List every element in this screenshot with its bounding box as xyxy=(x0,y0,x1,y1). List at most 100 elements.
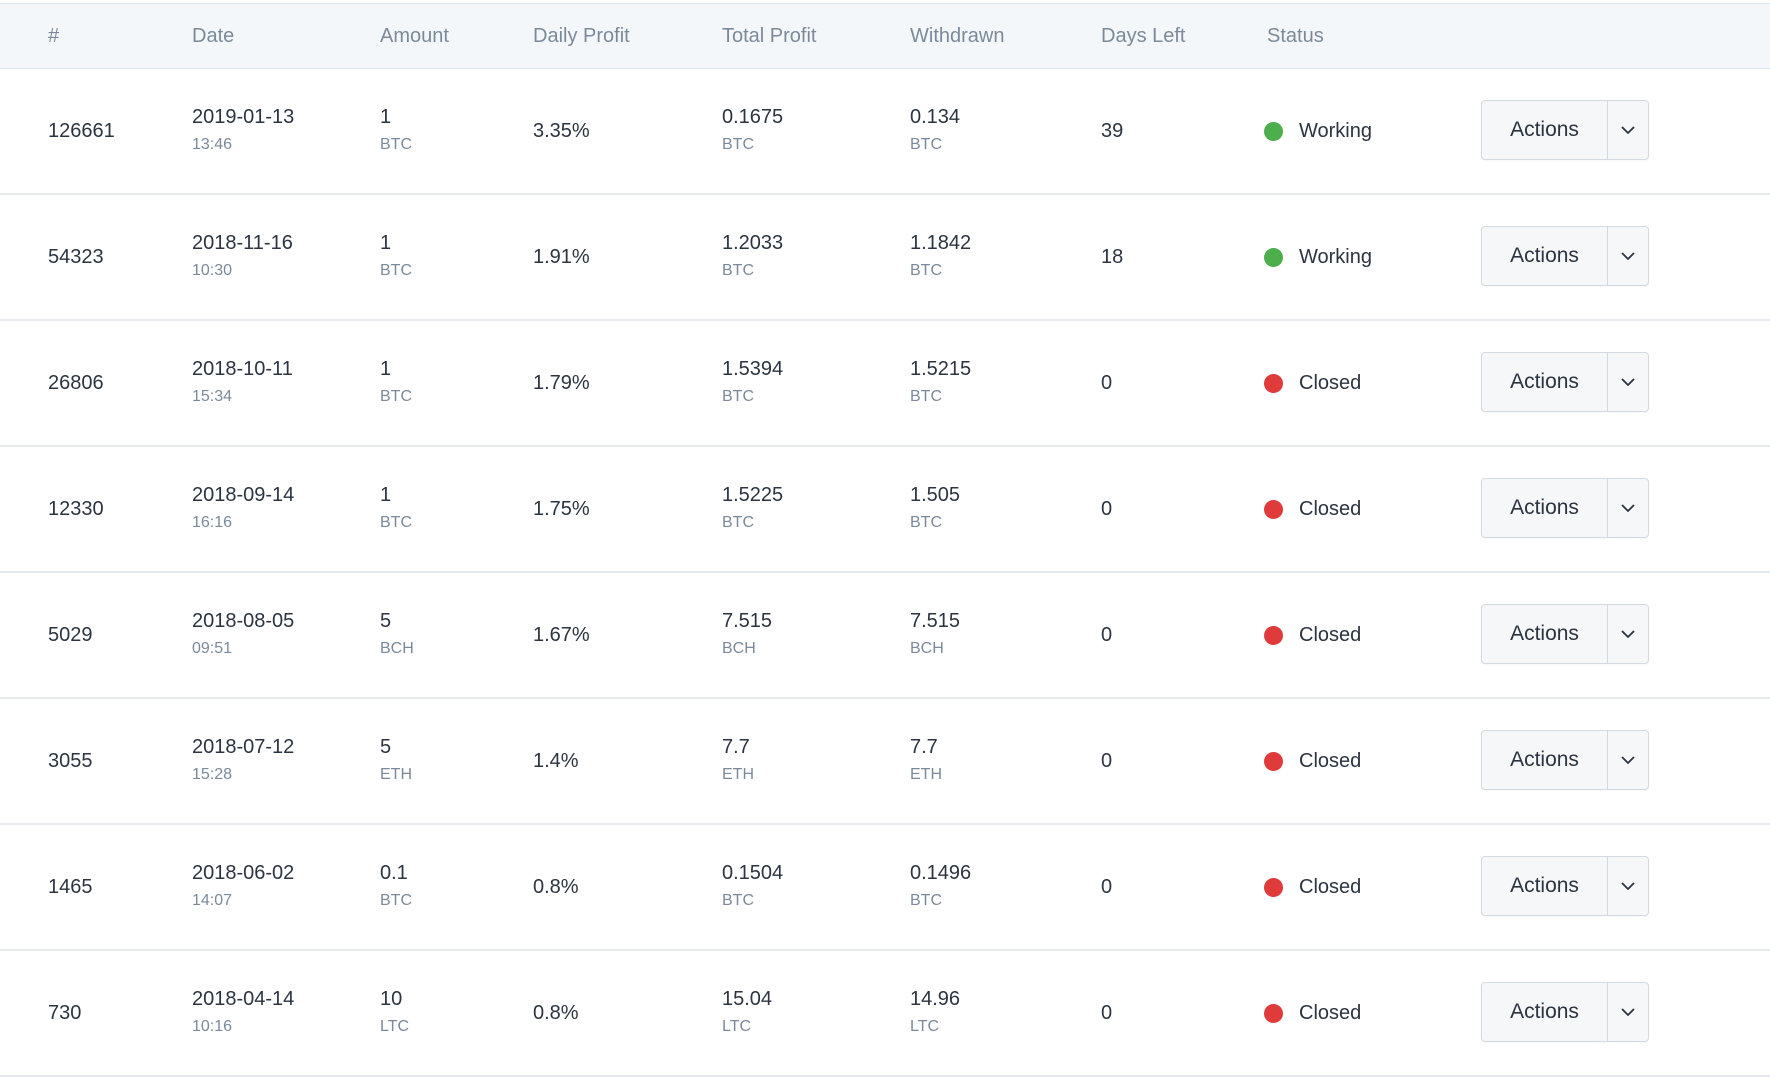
total-profit-cell: 1.5394 BTC xyxy=(722,357,783,407)
actions-button-group: Actions xyxy=(1481,352,1649,412)
withdrawn-currency: BTC xyxy=(910,514,942,531)
deposit-id: 730 xyxy=(48,1002,82,1024)
chevron-down-icon xyxy=(1621,756,1635,764)
withdrawn-cell: 7.515 BCH xyxy=(910,609,960,659)
table-row: 730 2018-04-14 10:16 10 LTC 0.8% 15.04 L… xyxy=(0,951,1770,1077)
total-profit-cell: 0.1504 BTC xyxy=(722,861,783,911)
status-dot-icon xyxy=(1264,499,1283,519)
status-label: Closed xyxy=(1299,498,1362,520)
total-profit-value: 1.5225 xyxy=(722,484,784,506)
amount-cell: 0.1 BTC xyxy=(380,861,412,911)
date-cell: 2019-01-13 13:46 xyxy=(192,105,294,155)
total-profit-value: 1.2033 xyxy=(722,232,784,254)
actions-button-group: Actions xyxy=(1481,604,1649,664)
status-indicator: Closed xyxy=(1264,749,1361,773)
withdrawn-currency: BCH xyxy=(910,640,944,657)
table-row: 126661 2019-01-13 13:46 1 BTC 3.35% 0.16… xyxy=(0,69,1770,195)
actions-dropdown-toggle[interactable] xyxy=(1608,101,1648,159)
actions-dropdown-toggle[interactable] xyxy=(1608,353,1648,411)
amount-currency: ETH xyxy=(380,766,412,783)
total-profit-currency: BTC xyxy=(722,388,754,405)
amount-value: 10 xyxy=(380,988,403,1010)
actions-button[interactable]: Actions xyxy=(1482,857,1608,915)
days-left: 18 xyxy=(1101,246,1124,268)
status-label: Working xyxy=(1299,120,1372,142)
actions-button-group: Actions xyxy=(1481,478,1649,538)
actions-dropdown-toggle[interactable] xyxy=(1608,857,1648,915)
date-cell: 2018-08-05 09:51 xyxy=(192,609,294,659)
actions-button[interactable]: Actions xyxy=(1482,731,1608,789)
withdrawn-value: 1.505 xyxy=(910,484,961,506)
amount-cell: 1 BTC xyxy=(380,483,412,533)
actions-button[interactable]: Actions xyxy=(1482,479,1608,537)
actions-button-group: Actions xyxy=(1481,982,1649,1042)
actions-dropdown-toggle[interactable] xyxy=(1608,983,1648,1041)
deposit-date: 2018-08-05 xyxy=(192,610,295,632)
deposit-id: 126661 xyxy=(48,120,115,142)
withdrawn-value: 14.96 xyxy=(910,988,961,1010)
amount-currency: LTC xyxy=(380,1018,410,1035)
status-dot-icon xyxy=(1264,373,1283,393)
withdrawn-cell: 1.1842 BTC xyxy=(910,231,971,281)
chevron-down-icon xyxy=(1621,378,1635,386)
status-label: Closed xyxy=(1299,876,1362,898)
amount-cell: 5 BCH xyxy=(380,609,414,659)
deposit-time: 16:16 xyxy=(192,514,233,531)
amount-value: 0.1 xyxy=(380,862,408,884)
table-row: 26806 2018-10-11 15:34 1 BTC 1.79% 1.539… xyxy=(0,321,1770,447)
amount-currency: BTC xyxy=(380,514,412,531)
withdrawn-cell: 14.96 LTC xyxy=(910,987,960,1037)
date-cell: 2018-09-14 16:16 xyxy=(192,483,294,533)
total-profit-cell: 1.2033 BTC xyxy=(722,231,783,281)
days-left: 0 xyxy=(1101,498,1113,520)
withdrawn-value: 7.515 xyxy=(910,610,961,632)
actions-button[interactable]: Actions xyxy=(1482,353,1608,411)
deposit-id: 12330 xyxy=(48,498,104,520)
amount-currency: BTC xyxy=(380,262,412,279)
amount-currency: BTC xyxy=(380,136,412,153)
daily-profit: 0.8% xyxy=(533,1002,579,1024)
status-label: Working xyxy=(1299,246,1372,268)
deposit-time: 10:16 xyxy=(192,1018,233,1035)
total-profit-currency: BTC xyxy=(722,136,754,153)
status-label: Closed xyxy=(1299,750,1362,772)
header-withdrawn: Withdrawn xyxy=(910,25,1005,47)
status-indicator: Closed xyxy=(1264,875,1361,899)
actions-button-group: Actions xyxy=(1481,226,1649,286)
status-indicator: Closed xyxy=(1264,623,1361,647)
actions-button[interactable]: Actions xyxy=(1482,983,1608,1041)
deposit-id: 26806 xyxy=(48,372,104,394)
actions-dropdown-toggle[interactable] xyxy=(1608,227,1648,285)
actions-dropdown-toggle[interactable] xyxy=(1608,731,1648,789)
amount-value: 1 xyxy=(380,232,392,254)
total-profit-currency: BTC xyxy=(722,892,754,909)
actions-dropdown-toggle[interactable] xyxy=(1608,479,1648,537)
withdrawn-cell: 0.134 BTC xyxy=(910,105,960,155)
status-indicator: Closed xyxy=(1264,1001,1361,1025)
status-indicator: Working xyxy=(1264,119,1372,143)
actions-button[interactable]: Actions xyxy=(1482,227,1608,285)
withdrawn-value: 7.7 xyxy=(910,736,938,758)
table-row: 12330 2018-09-14 16:16 1 BTC 1.75% 1.522… xyxy=(0,447,1770,573)
amount-cell: 10 LTC xyxy=(380,987,409,1037)
deposit-id: 1465 xyxy=(48,876,93,898)
date-cell: 2018-11-16 10:30 xyxy=(192,231,293,281)
chevron-down-icon xyxy=(1621,126,1635,134)
actions-button-group: Actions xyxy=(1481,730,1649,790)
withdrawn-value: 1.1842 xyxy=(910,232,972,254)
date-cell: 2018-04-14 10:16 xyxy=(192,987,294,1037)
actions-button[interactable]: Actions xyxy=(1482,605,1608,663)
withdrawn-currency: ETH xyxy=(910,766,942,783)
actions-dropdown-toggle[interactable] xyxy=(1608,605,1648,663)
status-indicator: Closed xyxy=(1264,497,1361,521)
amount-value: 1 xyxy=(380,106,392,128)
amount-currency: BTC xyxy=(380,892,412,909)
date-cell: 2018-06-02 14:07 xyxy=(192,861,294,911)
actions-button[interactable]: Actions xyxy=(1482,101,1608,159)
header-total-profit: Total Profit xyxy=(722,25,817,47)
status-label: Closed xyxy=(1299,372,1362,394)
total-profit-value: 7.7 xyxy=(722,736,750,758)
chevron-down-icon xyxy=(1621,252,1635,260)
daily-profit: 3.35% xyxy=(533,120,590,142)
header-date: Date xyxy=(192,25,235,47)
